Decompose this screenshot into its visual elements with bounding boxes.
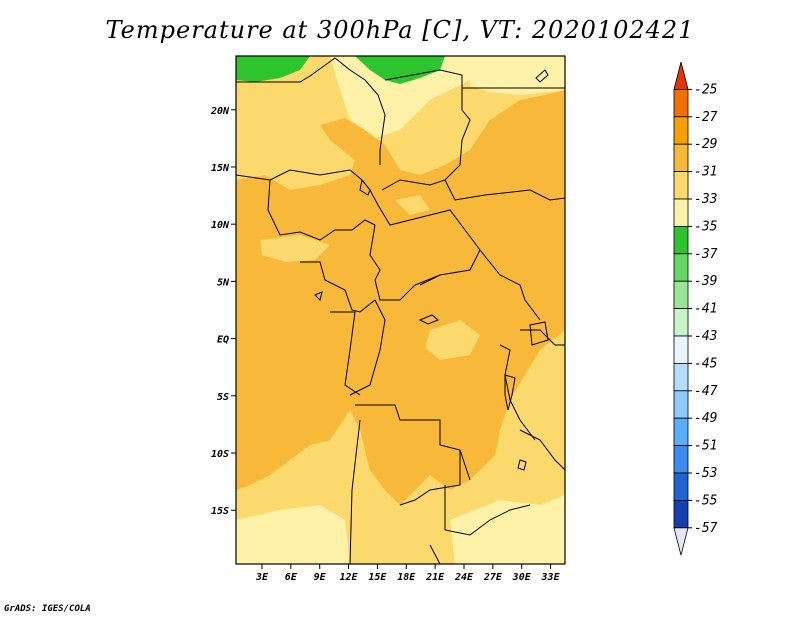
- field-south-light: [236, 505, 350, 564]
- colorbar-label: -35: [694, 219, 718, 234]
- temperature-field: [236, 56, 565, 564]
- colorbar-swatch: [673, 445, 689, 474]
- plot-frame: [235, 55, 566, 565]
- y-tick-label: 20N: [210, 106, 230, 117]
- colorbar-label: -51: [694, 439, 717, 454]
- colorbar-swatch: [673, 472, 689, 501]
- x-axis: 3E 6E 9E 12E 15E 18E 21E 24E 27E 30E 33E: [255, 564, 561, 583]
- colorbar-label: -25: [694, 82, 718, 97]
- colorbar-label: -37: [694, 247, 718, 262]
- y-axis: 20N 15N 10N 5N EQ 5S 10S 15S: [210, 106, 236, 517]
- colorbar-swatch: [673, 280, 689, 310]
- country-borders: [236, 57, 565, 564]
- field-core-warm: [236, 90, 565, 505]
- colorbar-swatch: [673, 253, 689, 282]
- colorbar-swatch: [673, 499, 689, 529]
- x-tick-label: 15E: [368, 572, 387, 583]
- colorbar-label: -33: [694, 192, 717, 207]
- field-green-patch-central: [355, 56, 445, 84]
- colorbar-label: -43: [694, 329, 717, 344]
- colorbar-label: -29: [694, 137, 717, 152]
- colorbar-swatch: [673, 308, 689, 337]
- x-tick-label: 21E: [425, 572, 445, 583]
- colorbar-swatch: [673, 362, 689, 392]
- colorbar-swatch: [673, 225, 689, 255]
- colorbar-swatch: [673, 171, 689, 200]
- colorbar-label: -47: [694, 384, 718, 399]
- colorbar-label: -41: [694, 302, 717, 317]
- chart-title: Temperature at 300hPa [C], VT: 202010242…: [105, 16, 695, 44]
- colorbar-top-triangle: [673, 61, 689, 90]
- x-tick-label: 30E: [512, 572, 532, 583]
- y-tick-label: 10N: [211, 220, 230, 231]
- x-tick-label: 27E: [483, 572, 503, 583]
- y-tick-label: 15S: [211, 506, 229, 517]
- colorbar-bottom-triangle: [673, 527, 689, 556]
- footer-credit: GrADS: IGES/COLA: [4, 604, 91, 614]
- colorbar-label: -55: [694, 493, 718, 508]
- field-north-light: [330, 56, 470, 140]
- colorbar-swatch: [673, 89, 689, 118]
- x-tick-label: 6E: [285, 572, 298, 583]
- colorbar-swatch: [673, 335, 689, 364]
- colorbar-swatch: [673, 417, 689, 447]
- colorbar-label: -57: [694, 521, 718, 536]
- y-tick-label: 10S: [211, 449, 229, 460]
- colorbar-swatch: [673, 390, 689, 419]
- field-green-patch-west: [236, 56, 310, 82]
- y-tick-label: EQ: [217, 335, 229, 346]
- x-tick-label: 33E: [541, 572, 561, 583]
- y-tick-label: 15N: [211, 163, 230, 174]
- x-tick-label: 9E: [314, 572, 327, 583]
- colorbar: -25 -27 -29 -31 -33 -35 -37 -39 -41 -43 -45 -47 -49 -…: [673, 61, 718, 556]
- colorbar-swatch: [673, 198, 689, 227]
- colorbar-label: -31: [694, 165, 717, 180]
- colorbar-label: -49: [694, 411, 717, 426]
- y-tick-label: 5N: [217, 277, 230, 288]
- colorbar-swatch: [673, 116, 689, 145]
- x-tick-label: 3E: [255, 572, 269, 583]
- colorbar-label: -53: [694, 466, 717, 481]
- colorbar-label: -45: [694, 356, 718, 371]
- x-tick-label: 18E: [397, 572, 416, 583]
- colorbar-label: -27: [694, 110, 718, 125]
- x-tick-label: 24E: [454, 572, 474, 583]
- colorbar-label: -39: [694, 274, 717, 289]
- x-tick-label: 12E: [340, 572, 359, 583]
- colorbar-swatch: [673, 143, 689, 172]
- y-tick-label: 5S: [217, 392, 229, 403]
